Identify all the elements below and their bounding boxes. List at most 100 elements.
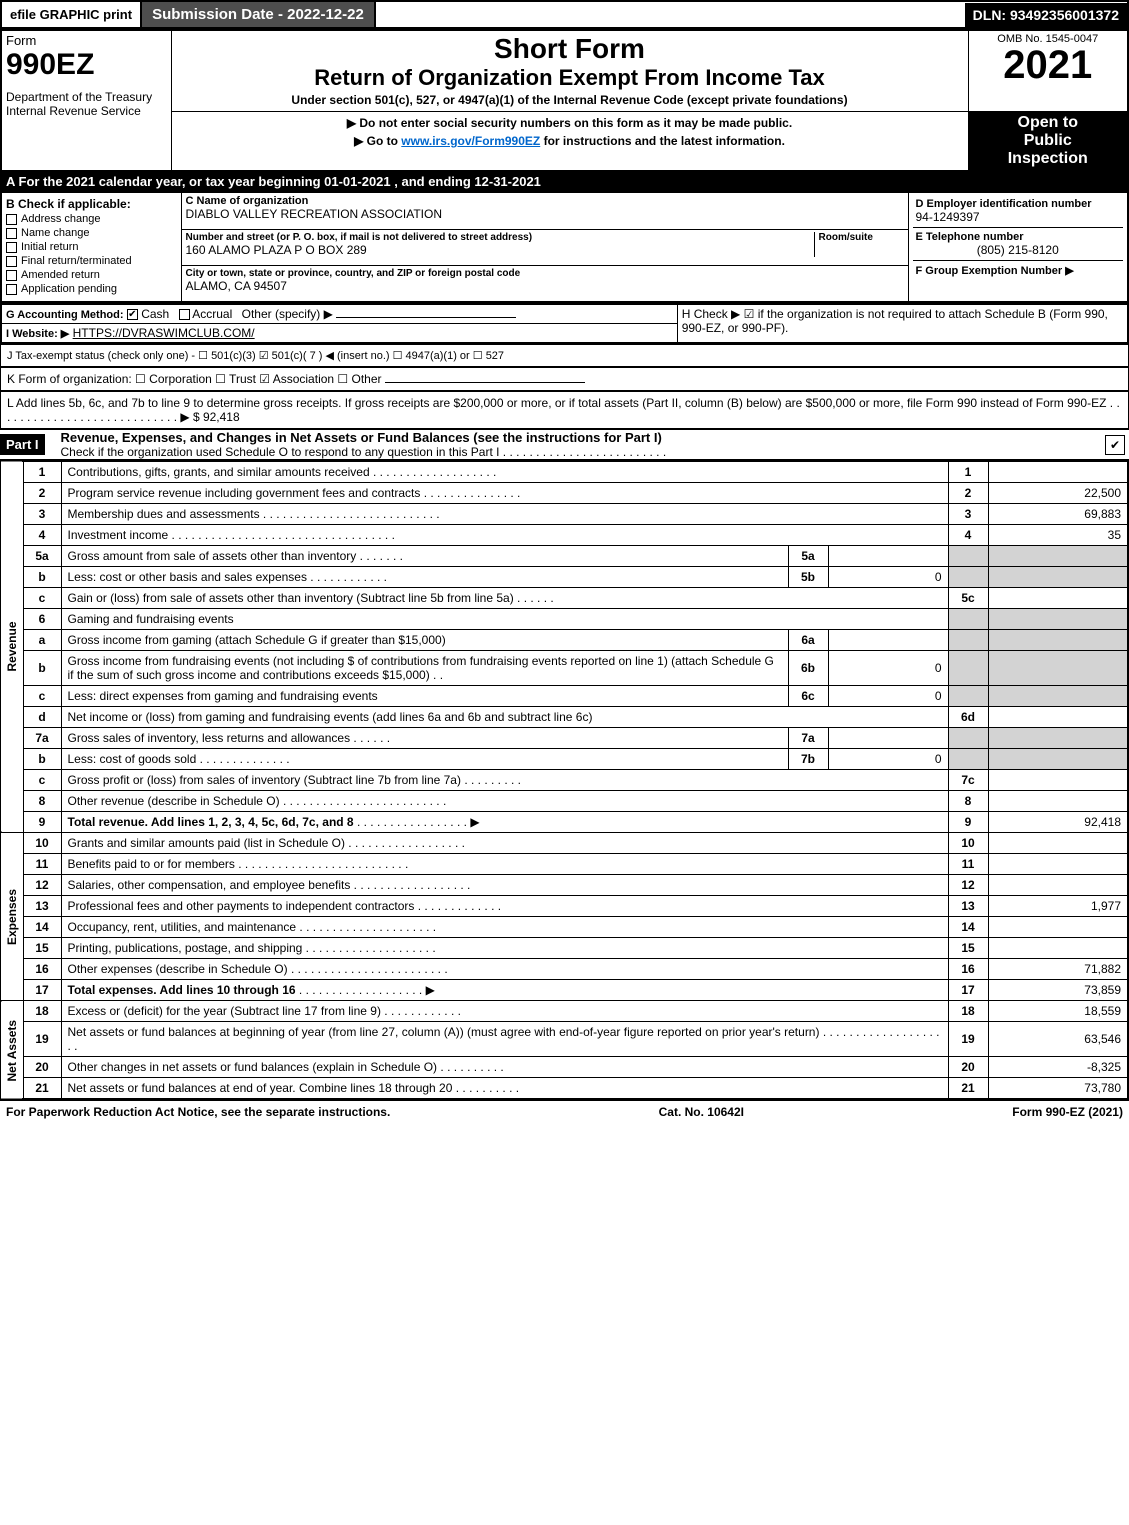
footer-mid: Cat. No. 10642I [659,1105,744,1119]
section-j: J Tax-exempt status (check only one) - ☐… [0,344,1129,367]
top-bar: efile GRAPHIC print Submission Date - 20… [0,0,1129,29]
part1-sub: Check if the organization used Schedule … [61,445,500,459]
line-1-num: 1 [948,461,988,483]
line-5c-val [988,588,1128,609]
line-19-val: 63,546 [988,1022,1128,1057]
line-2-num: 2 [948,483,988,504]
dept-treasury: Department of the Treasury [6,90,167,104]
gh-section: G Accounting Method: Cash Accrual Other … [0,303,1129,344]
city-value: ALAMO, CA 94507 [186,279,904,293]
line-7a-subnum: 7a [788,728,828,749]
dept-irs: Internal Revenue Service [6,104,167,118]
section-l-text: L Add lines 5b, 6c, and 7b to line 9 to … [7,396,1106,410]
chk-application-pending[interactable] [6,284,17,295]
line-19-text: Net assets or fund balances at beginning… [68,1025,820,1039]
accounting-method-label: G Accounting Method: [6,309,124,321]
instruction-ssn: ▶ Do not enter social security numbers o… [176,114,964,132]
lbl-address-change: Address change [21,213,101,225]
netassets-label: Net Assets [1,1001,23,1100]
lbl-application-pending: Application pending [21,283,117,295]
section-a: A For the 2021 calendar year, or tax yea… [0,172,1129,191]
line-5a-subval [828,546,948,567]
line-8-text: Other revenue (describe in Schedule O) [68,794,280,808]
room-label: Room/suite [819,232,904,243]
line-6a-subnum: 6a [788,630,828,651]
line-6b-subnum: 6b [788,651,828,686]
other-org-input[interactable] [385,382,585,383]
line-15-text: Printing, publications, postage, and shi… [68,941,303,955]
ein-label: D Employer identification number [916,198,1121,210]
line-17-text: Total expenses. Add lines 10 through 16 [68,983,296,997]
line-7c-text: Gross profit or (loss) from sales of inv… [68,773,461,787]
line-18-val: 18,559 [988,1001,1128,1022]
lbl-other-method: Other (specify) ▶ [242,307,333,321]
line-6d-val [988,707,1128,728]
line-8-val [988,791,1128,812]
line-3-val: 69,883 [988,504,1128,525]
phone-label: E Telephone number [916,231,1121,243]
line-6d-num: 6d [948,707,988,728]
part1-checkbox[interactable]: ✔ [1105,435,1125,455]
ein-value: 94-1249397 [916,210,1121,224]
line-4-text: Investment income [68,528,169,542]
lbl-amended-return: Amended return [21,269,100,281]
line-8-num: 8 [948,791,988,812]
line-1-text: Contributions, gifts, grants, and simila… [68,465,370,479]
line-18-text: Excess or (deficit) for the year (Subtra… [68,1004,381,1018]
instruction-goto: ▶ Go to www.irs.gov/Form990EZ for instru… [176,132,964,150]
chk-amended-return[interactable] [6,270,17,281]
line-10-val [988,833,1128,854]
line-15-val [988,938,1128,959]
form-number: 990EZ [6,48,167,82]
line-12-text: Salaries, other compensation, and employ… [68,878,351,892]
line-20-text: Other changes in net assets or fund bala… [68,1060,438,1074]
line-3-text: Membership dues and assessments [68,507,260,521]
line-16-val: 71,882 [988,959,1128,980]
line-13-val: 1,977 [988,896,1128,917]
footer-left: For Paperwork Reduction Act Notice, see … [6,1105,390,1119]
part1-title: Revenue, Expenses, and Changes in Net As… [53,430,1105,445]
line-4-val: 35 [988,525,1128,546]
line-6c-subval: 0 [828,686,948,707]
line-14-val [988,917,1128,938]
line-5a-subnum: 5a [788,546,828,567]
line-5b-subnum: 5b [788,567,828,588]
line-6a-text: Gross income from gaming (attach Schedul… [68,633,446,647]
lbl-accrual: Accrual [192,307,232,321]
open-line3: Inspection [973,150,1124,168]
line-6b-subval: 0 [828,651,948,686]
top-bar-left: efile GRAPHIC print Submission Date - 20… [2,2,376,27]
line-11-text: Benefits paid to or for members [68,857,235,871]
chk-cash[interactable] [127,309,138,320]
line-21-num: 21 [948,1078,988,1100]
chk-final-return[interactable] [6,256,17,267]
other-method-input[interactable] [336,317,516,318]
line-10-num: 10 [948,833,988,854]
line-6d-text: Net income or (loss) from gaming and fun… [68,710,593,724]
tax-year: 2021 [973,45,1124,85]
chk-initial-return[interactable] [6,242,17,253]
line-6b-text: Gross income from fundraising events (no… [68,654,774,682]
irs-link[interactable]: www.irs.gov/Form990EZ [401,134,540,148]
website-value[interactable]: HTTPS://DVRASWIMCLUB.COM/ [73,326,255,340]
line-5c-text: Gain or (loss) from sale of assets other… [68,591,514,605]
line-5c-num: 5c [948,588,988,609]
org-name-label: C Name of organization [186,195,904,207]
section-h-text: H Check ▶ ☑ if the organization is not r… [682,307,1108,335]
section-l: L Add lines 5b, 6c, and 7b to line 9 to … [0,391,1129,429]
line-7b-subnum: 7b [788,749,828,770]
section-b-title: B Check if applicable: [6,197,177,211]
efile-label: efile GRAPHIC print [2,3,140,26]
revenue-label: Revenue [1,461,23,833]
chk-address-change[interactable] [6,214,17,225]
chk-name-change[interactable] [6,228,17,239]
street-label: Number and street (or P. O. box, if mail… [186,232,814,243]
line-9-text: Total revenue. Add lines 1, 2, 3, 4, 5c,… [68,815,354,829]
chk-accrual[interactable] [179,309,190,320]
line-21-val: 73,780 [988,1078,1128,1100]
line-12-val [988,875,1128,896]
line-14-num: 14 [948,917,988,938]
under-section: Under section 501(c), 527, or 4947(a)(1)… [176,91,964,109]
line-13-text: Professional fees and other payments to … [68,899,415,913]
submission-date: Submission Date - 2022-12-22 [140,2,376,27]
